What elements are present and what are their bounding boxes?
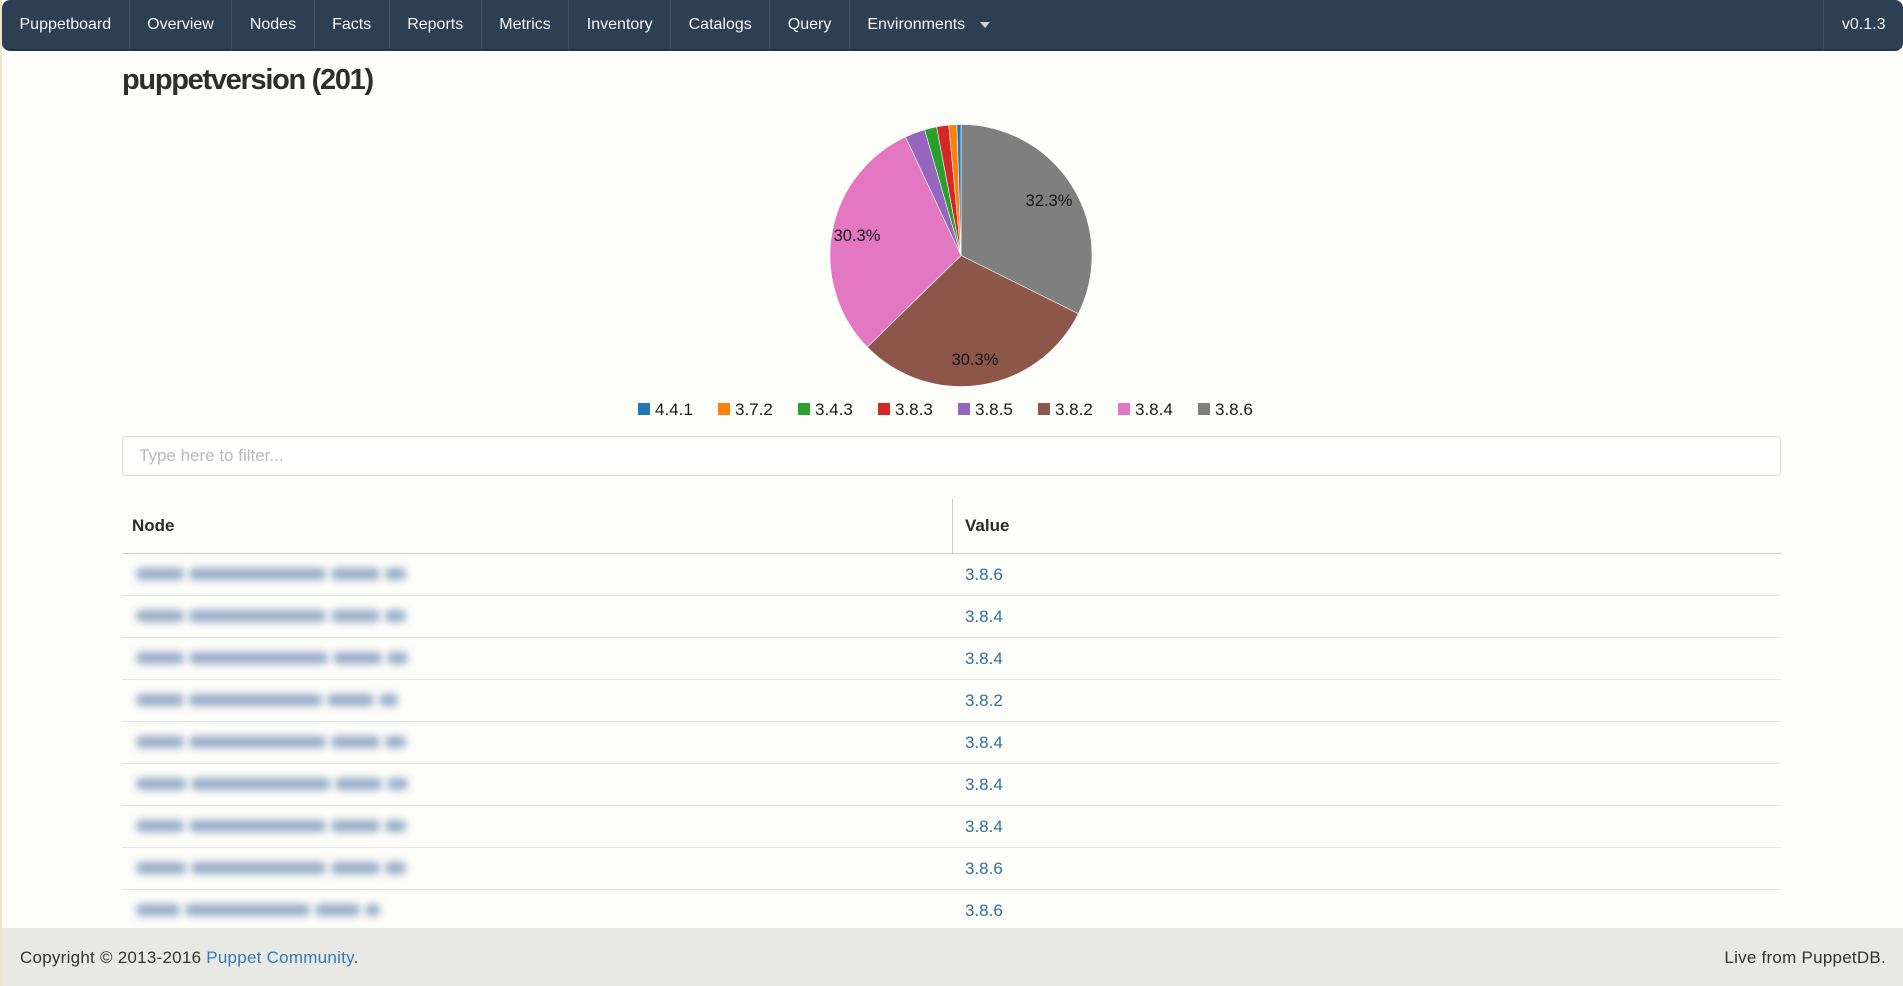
svg-text:30.3%: 30.3% (834, 227, 881, 245)
svg-text:3.8.2: 3.8.2 (1055, 400, 1093, 419)
svg-text:32.3%: 32.3% (1026, 192, 1073, 210)
svg-text:3.4.3: 3.4.3 (815, 400, 853, 419)
svg-text:30.3%: 30.3% (952, 351, 999, 369)
svg-text:3.8.5: 3.8.5 (975, 400, 1013, 419)
svg-text:3.7.2: 3.7.2 (735, 400, 773, 419)
svg-text:3.8.6: 3.8.6 (1215, 400, 1253, 419)
svg-text:3.8.4: 3.8.4 (1135, 400, 1173, 419)
svg-text:3.8.3: 3.8.3 (895, 400, 933, 419)
svg-text:4.4.1: 4.4.1 (655, 400, 693, 419)
